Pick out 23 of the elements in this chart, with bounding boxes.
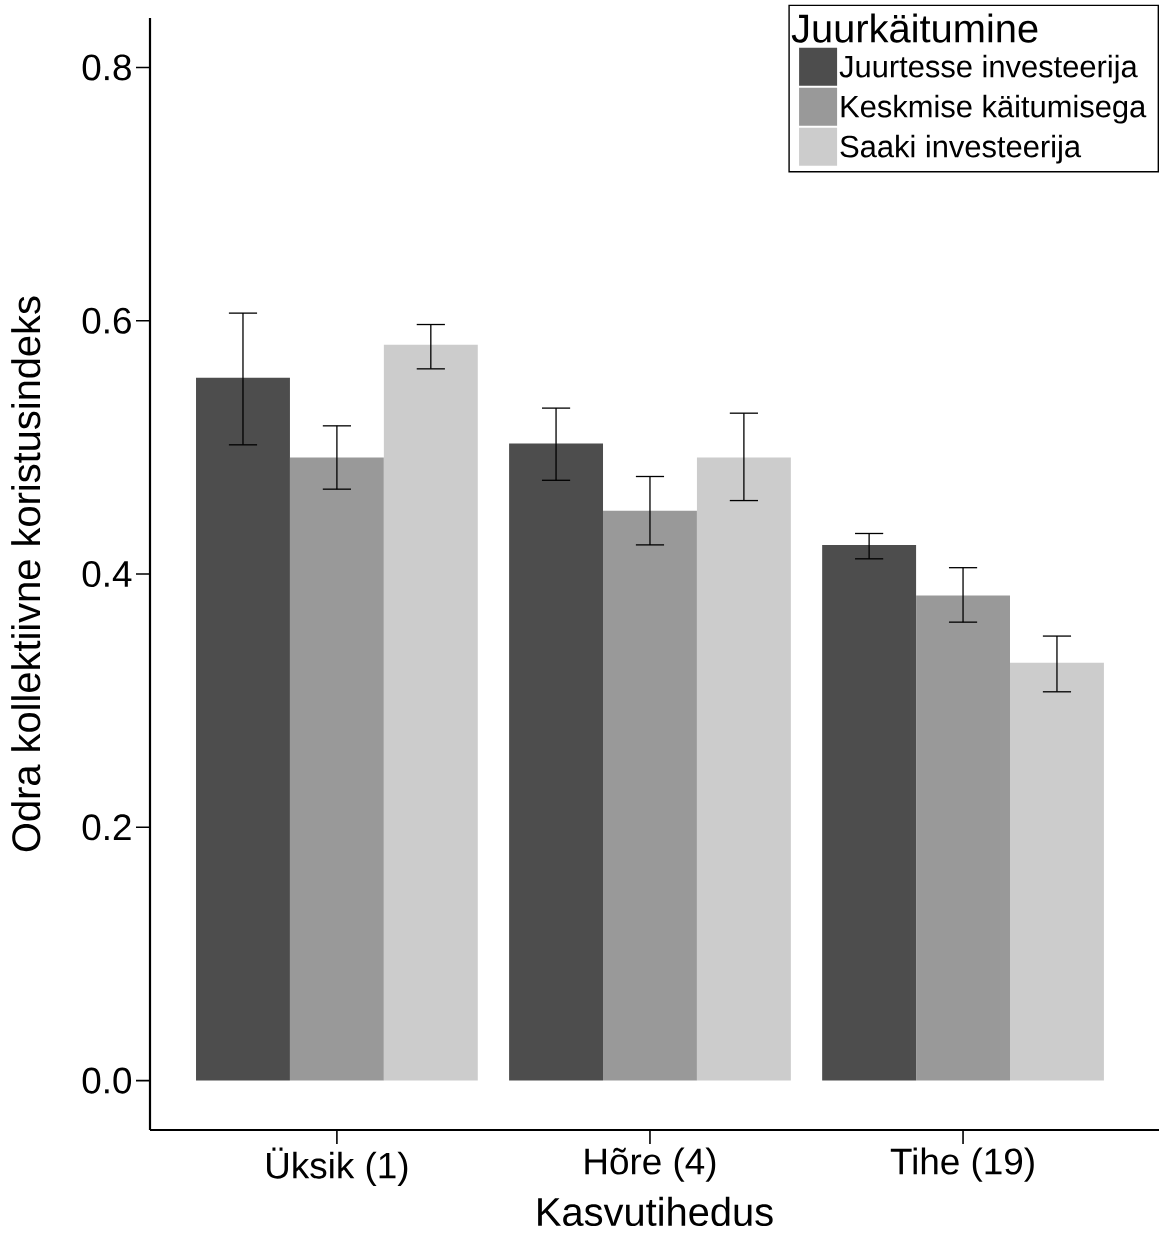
x-axis-title: Kasvutihedus [538,1196,773,1227]
legend-label: Keskmise käitumisega [841,94,1147,124]
bar [916,595,1010,1081]
bar [289,457,384,1081]
x-tick-label: Tihe (19) [890,1147,1034,1182]
legend-title: Juurkäitumine [791,13,1038,43]
x-tick-label: Üksik (1) [267,1147,408,1186]
y-axis-title: Odra kollektiivne koristusindeks [11,296,41,852]
bar [509,443,604,1081]
bar [383,344,478,1081]
bar [603,510,697,1081]
legend-label: Juurtesse investeerija [839,54,1138,84]
y-tick-label: 0.8 [82,54,131,81]
y-tick-label: 0.0 [82,1067,132,1094]
bar [822,544,917,1081]
bar [696,457,791,1081]
x-tick-label: Hõre (4) [585,1147,716,1182]
y-tick-label: 0.4 [82,560,132,588]
legend-label: Saaki investeerija [840,134,1082,164]
bar [196,377,290,1081]
y-tick-label: 0.2 [82,814,131,841]
y-tick-label: 0.6 [82,307,131,334]
bar [1010,662,1104,1081]
